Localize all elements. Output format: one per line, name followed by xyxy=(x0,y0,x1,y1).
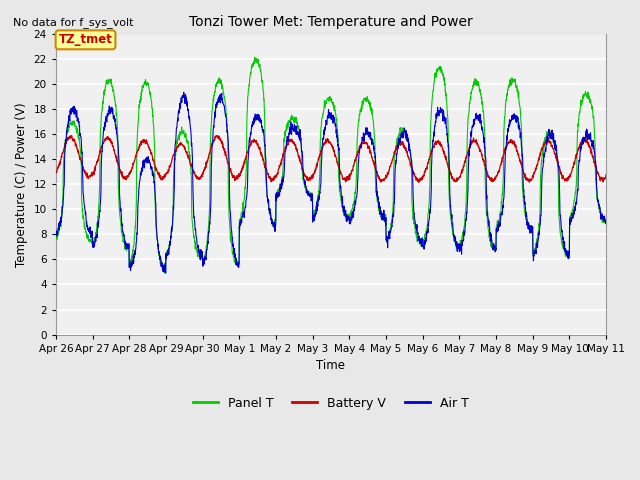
X-axis label: Time: Time xyxy=(316,359,346,372)
Text: TZ_tmet: TZ_tmet xyxy=(59,33,113,47)
Title: Tonzi Tower Met: Temperature and Power: Tonzi Tower Met: Temperature and Power xyxy=(189,15,473,29)
Y-axis label: Temperature (C) / Power (V): Temperature (C) / Power (V) xyxy=(15,102,28,267)
Text: No data for f_sys_volt: No data for f_sys_volt xyxy=(13,17,133,28)
Legend: Panel T, Battery V, Air T: Panel T, Battery V, Air T xyxy=(188,392,474,415)
